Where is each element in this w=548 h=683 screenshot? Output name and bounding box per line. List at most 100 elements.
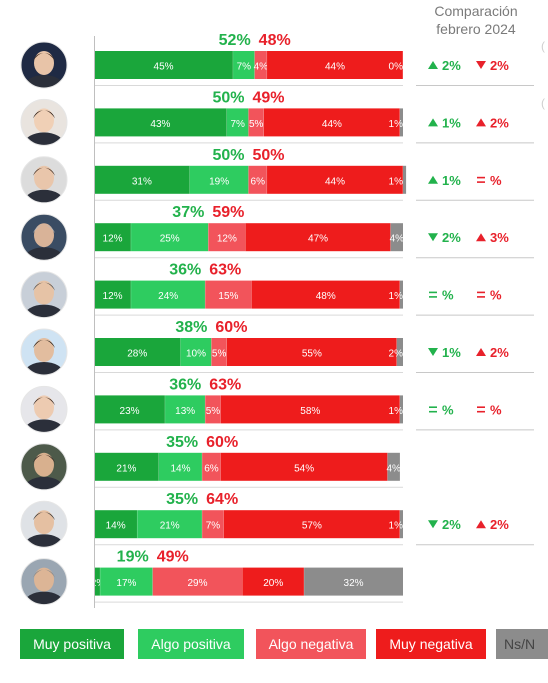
legend-algo-positiva: Algo positiva [138,629,244,659]
comparison-value: 2% [442,517,461,532]
bar-segment-muy-negativa [220,395,400,424]
negative-total: 50% [253,147,285,164]
equal-sign-icon [429,410,437,413]
segment-label: 5% [206,406,221,417]
segment-label: 4% [254,62,269,73]
negative-total: 63% [209,262,241,279]
bar-segment-ns-nc [399,108,403,137]
bar-segment-muy-negativa [251,280,400,309]
avatar-person-5 [21,271,67,318]
arrow-down-icon [428,348,438,356]
arrow-down-icon [428,233,438,242]
equal-sign-icon [429,296,437,298]
segment-label: 54% [294,463,314,474]
bar-segment-ns-nc [399,510,403,539]
segment-label: 24% [158,291,178,302]
segment-label: 1% [389,176,404,187]
segment-label: 28% [127,349,147,360]
legend-label: Ns/N [504,636,536,652]
bar-segment-algo-positiva [158,452,203,481]
segment-label: 21% [116,463,136,474]
bar-segment-ns-nc [390,223,403,252]
comparison-value: 2% [490,517,509,532]
segment-label: 1% [389,406,404,417]
segment-label: 6% [251,176,266,187]
comparison-value: 3% [490,230,509,245]
positive-total: 50% [212,147,244,164]
bar-segment-algo-negativa [202,510,224,539]
positive-total: 19% [117,549,149,566]
segment-label: 14% [106,521,126,532]
segment-label: 12% [103,234,123,245]
avatar-person-10 [21,558,67,605]
avatar-ring [20,271,68,319]
positive-total: 35% [166,434,198,451]
segment-label: 2% [91,578,106,589]
segment-label: 17% [116,578,136,589]
bar-segment-muy-positiva [94,165,190,194]
comparison-value: 1% [442,345,461,360]
segment-label: 7% [237,62,252,73]
segment-label: 31% [132,176,152,187]
bar-segment-muy-positiva [94,51,234,79]
comparison-value: % [490,402,502,417]
bar-segment-muy-negativa [263,108,400,137]
segment-label: 29% [188,578,208,589]
segment-label: 44% [325,176,345,187]
comparison-title-line1: Comparación [434,3,518,19]
segment-label: 15% [218,291,238,302]
bar-segment-ns-nc [396,338,403,366]
bar-segment-algo-negativa [208,223,246,252]
segment-label: 20% [263,578,283,589]
avatar-person-4 [21,214,67,261]
segment-label: 13% [175,406,195,417]
avatar-person-3 [21,156,67,203]
negative-total: 59% [212,204,244,221]
cropped-mark: ( [541,39,545,53]
segment-label: 32% [344,578,364,589]
segment-label: 5% [249,119,264,130]
bar-segment-algo-positiva [226,108,249,137]
bar-segment-muy-positiva [94,108,227,137]
positive-total: 36% [169,262,201,279]
avatar-ring [20,213,68,261]
comparison-value: 2% [442,58,461,73]
avatar-ring [20,558,68,606]
comparison-value: % [442,288,454,303]
avatar-ring [20,98,68,146]
arrow-up-icon [428,175,438,184]
bar-segment-muy-positiva [94,510,138,539]
equal-sign-icon [477,181,485,183]
segment-label: 21% [160,521,180,532]
comparison-value: % [490,173,502,188]
segment-label: 1% [389,521,404,532]
bar-segment-muy-negativa [220,452,388,481]
comparison-value: 1% [442,173,461,188]
segment-label: 58% [300,406,320,417]
arrow-down-icon [428,520,438,529]
bar-segment-algo-negativa [205,280,252,309]
comparison-value: 2% [442,230,461,245]
arrow-up-icon [476,348,486,356]
segment-label: 44% [322,119,342,130]
equal-sign-icon [477,406,485,408]
avatar-person-7 [21,386,67,433]
bar-segment-ns-nc [399,280,403,309]
segment-label: 4% [390,234,405,245]
legend-ns-nc: Ns/N [496,629,548,659]
arrow-up-icon [476,520,486,529]
legend-muy-negativa: Muy negativa [376,629,486,659]
cropped-mark: ( [541,96,545,110]
bar-segment-algo-positiva [100,567,153,596]
bar-segment-ns-nc [387,452,400,481]
bar-segment-muy-positiva [94,452,159,481]
avatar-ring [20,443,68,491]
avatar-person-1 [21,42,67,88]
bar-segment-muy-negativa [245,223,391,252]
comparison-value: 2% [490,115,509,130]
segment-label: 1% [389,291,404,302]
legend-label: Muy positiva [33,636,111,652]
segment-label: 14% [171,463,191,474]
positive-total: 36% [169,376,201,393]
